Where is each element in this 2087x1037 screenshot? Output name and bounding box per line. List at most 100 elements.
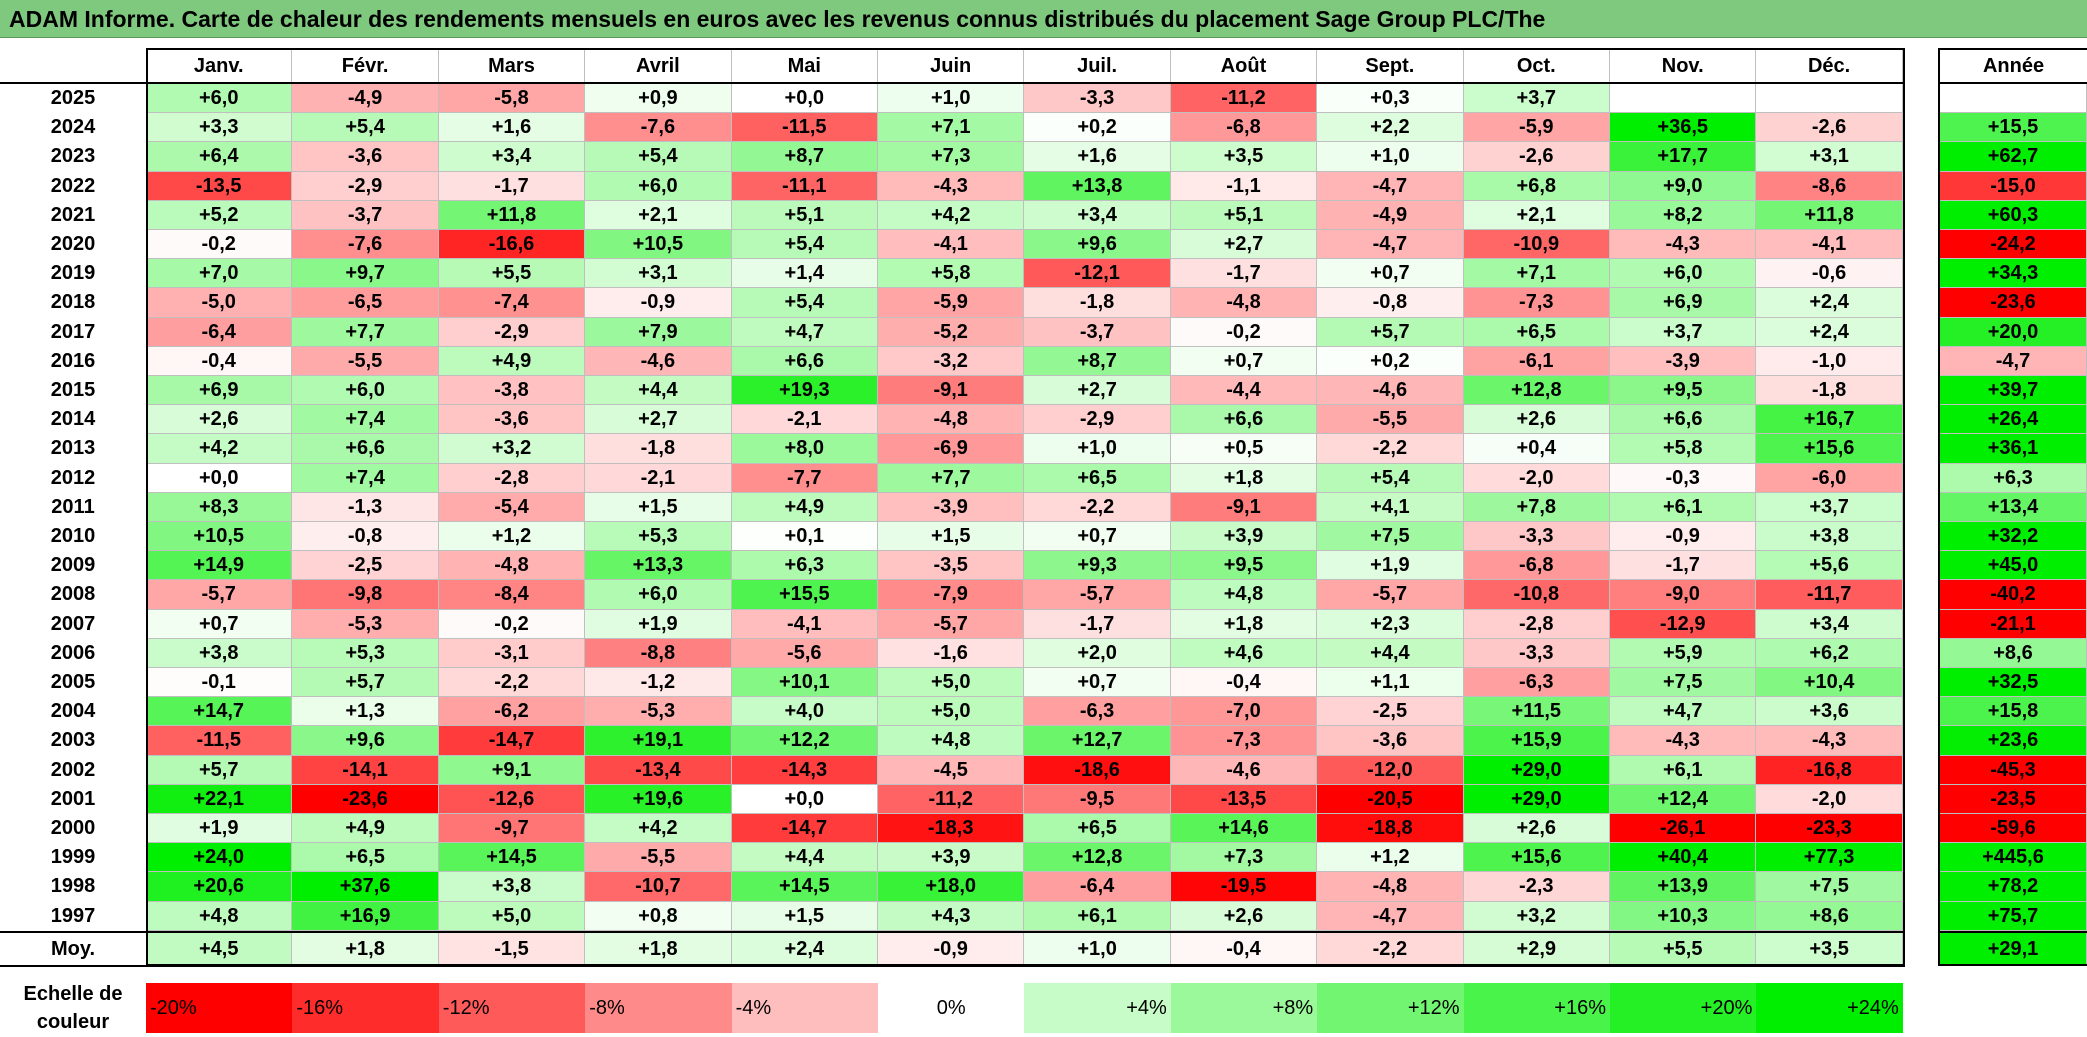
annual-cell: +15,8 <box>1940 697 2087 727</box>
heatmap-cell: +11,5 <box>1463 697 1610 727</box>
heatmap-cell: +2,0 <box>1024 638 1171 668</box>
year-label: 2018 <box>50 291 96 314</box>
heatmap-cell: +3,1 <box>585 259 732 289</box>
heatmap-cell: -8,8 <box>585 638 732 668</box>
heatmap-cell: -2,3 <box>1463 872 1610 902</box>
month-header: Juil. <box>1024 48 1171 84</box>
heatmap-cell: +4,9 <box>438 346 586 376</box>
heatmap-cell: -11,5 <box>731 113 878 143</box>
heatmap-cell <box>1756 84 1903 114</box>
heatmap-cell: -0,8 <box>1317 288 1464 318</box>
heatmap-cell: +14,9 <box>146 551 293 581</box>
heatmap-cell: +4,8 <box>878 726 1025 756</box>
heatmap-cell: +6,0 <box>292 376 439 406</box>
month-header: Juin <box>878 48 1025 84</box>
heatmap-cell: -2,6 <box>1463 142 1610 172</box>
heatmap-cell: -6,1 <box>1463 346 1610 376</box>
heatmap-cell: -14,7 <box>438 726 586 756</box>
heatmap-cell: +0,5 <box>1170 434 1318 464</box>
annual-cell: -59,6 <box>1940 814 2087 844</box>
heatmap-cell: +1,6 <box>1024 142 1171 172</box>
heatmap-cell: +2,1 <box>1463 200 1610 230</box>
heatmap-cell: +1,8 <box>1170 609 1318 639</box>
year-label: 2016 <box>50 349 96 372</box>
heatmap-cell: +5,1 <box>731 200 878 230</box>
annual-cell: +32,5 <box>1940 668 2087 698</box>
annual-cell: +36,1 <box>1940 434 2087 464</box>
heatmap-cell: +6,6 <box>1610 405 1757 435</box>
heatmap-cell: -10,7 <box>585 872 732 902</box>
heatmap-cell: -5,5 <box>292 346 439 376</box>
heatmap-cell: -2,9 <box>292 171 439 201</box>
heatmap-cell: +4,8 <box>146 901 293 931</box>
heatmap-cell: +3,4 <box>1024 200 1171 230</box>
heatmap-cell: -9,8 <box>292 580 439 610</box>
heatmap-cell: +1,0 <box>1317 142 1464 172</box>
heatmap-cell: +3,7 <box>1756 492 1903 522</box>
heatmap-cell: -12,9 <box>1610 609 1757 639</box>
heatmap-cell: +5,3 <box>292 638 439 668</box>
average-cell: +1,0 <box>1024 932 1171 966</box>
heatmap-cell: -4,1 <box>731 609 878 639</box>
heatmap-cell: -5,7 <box>878 609 1025 639</box>
heatmap-cell: -5,3 <box>585 697 732 727</box>
heatmap-cell: -11,7 <box>1756 580 1903 610</box>
month-header: Déc. <box>1756 48 1903 84</box>
heatmap-cell: +24,0 <box>146 843 293 873</box>
heatmap-cell: -9,5 <box>1024 784 1171 814</box>
heatmap-cell: +19,1 <box>585 726 732 756</box>
heatmap-cell: -8,4 <box>438 580 586 610</box>
heatmap-cell: +1,1 <box>1317 668 1464 698</box>
heatmap-cell: +1,6 <box>438 113 586 143</box>
heatmap-cell: -2,2 <box>438 668 586 698</box>
heatmap-cell: -12,1 <box>1024 259 1171 289</box>
heatmap-cell: +16,7 <box>1756 405 1903 435</box>
heatmap-cell: +4,4 <box>1317 638 1464 668</box>
heatmap-cell: -3,6 <box>438 405 586 435</box>
heatmap-cell: +15,5 <box>731 580 878 610</box>
heatmap-cell: -3,6 <box>292 142 439 172</box>
heatmap-cell: -3,9 <box>1610 346 1757 376</box>
heatmap-cell: +9,6 <box>1024 230 1171 260</box>
heatmap-cell: +6,1 <box>1610 492 1757 522</box>
heatmap-cell: -5,4 <box>438 492 586 522</box>
heatmap-cell: +10,1 <box>731 668 878 698</box>
heatmap-cell: +6,5 <box>292 843 439 873</box>
heatmap-cell: +19,6 <box>585 784 732 814</box>
heatmap-cell: +12,7 <box>1024 726 1171 756</box>
header-underline <box>0 82 1905 84</box>
heatmap-cell: -11,5 <box>146 726 293 756</box>
heatmap-cell: +5,4 <box>731 288 878 318</box>
heatmap-cell: +10,3 <box>1610 901 1757 931</box>
heatmap-cell: +15,6 <box>1463 843 1610 873</box>
heatmap-cell: +6,0 <box>585 580 732 610</box>
annual-cell: +62,7 <box>1940 142 2087 172</box>
heatmap-cell: -11,2 <box>878 784 1025 814</box>
heatmap-cell: +3,8 <box>1756 522 1903 552</box>
heatmap-cell: +13,3 <box>585 551 732 581</box>
heatmap-cell: +3,8 <box>438 872 586 902</box>
year-label: 2011 <box>51 495 95 518</box>
heatmap-cell: +5,9 <box>1610 638 1757 668</box>
heatmap-cell: -5,5 <box>1317 405 1464 435</box>
heatmap-cell: -5,6 <box>731 638 878 668</box>
average-label: Moy. <box>50 938 96 960</box>
heatmap-cell: +2,6 <box>1170 901 1318 931</box>
heatmap-cell: +8,3 <box>146 492 293 522</box>
heatmap-cell: -10,8 <box>1463 580 1610 610</box>
average-topline <box>0 931 1905 933</box>
heatmap-cell: -0,1 <box>146 668 293 698</box>
heatmap-cell: -13,5 <box>1170 784 1318 814</box>
heatmap-cell: +3,4 <box>438 142 586 172</box>
heatmap-cell: -26,1 <box>1610 814 1757 844</box>
heatmap-cell: -19,5 <box>1170 872 1318 902</box>
heatmap-cell: +3,9 <box>878 843 1025 873</box>
heatmap-cell: +17,7 <box>1610 142 1757 172</box>
heatmap-cell: -4,7 <box>1317 171 1464 201</box>
heatmap-cell: +5,1 <box>1170 200 1318 230</box>
annual-cell: -15,0 <box>1940 171 2087 201</box>
heatmap-cell: +5,4 <box>585 142 732 172</box>
heatmap-cell: +0,0 <box>146 463 293 493</box>
heatmap-cell: +6,0 <box>585 171 732 201</box>
heatmap-cell: -18,6 <box>1024 755 1171 785</box>
